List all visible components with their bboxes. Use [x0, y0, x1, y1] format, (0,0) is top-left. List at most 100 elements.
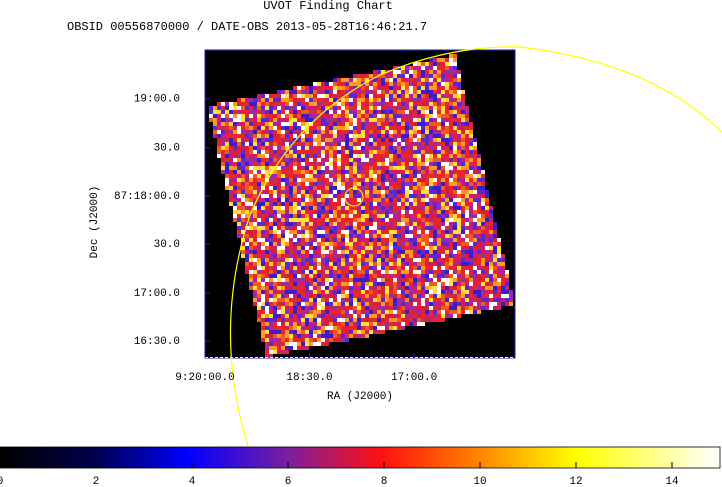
- pixel: [261, 322, 265, 326]
- pixel: [321, 202, 325, 206]
- pixel: [429, 190, 433, 194]
- pixel: [253, 114, 257, 118]
- pixel: [449, 258, 453, 262]
- pixel: [445, 122, 449, 126]
- pixel: [469, 302, 473, 306]
- pixel: [257, 174, 261, 178]
- pixel: [461, 94, 465, 98]
- pixel: [381, 190, 385, 194]
- pixel: [229, 126, 233, 130]
- pixel: [441, 58, 445, 62]
- pixel: [425, 94, 429, 98]
- pixel: [457, 194, 461, 198]
- pixel: [389, 302, 393, 306]
- pixel: [357, 330, 361, 334]
- pixel: [305, 226, 309, 230]
- pixel: [397, 98, 401, 102]
- pixel: [433, 262, 437, 266]
- pixel: [269, 150, 273, 154]
- pixel: [465, 222, 469, 226]
- pixel: [373, 250, 377, 254]
- pixel: [429, 118, 433, 122]
- pixel: [461, 158, 465, 162]
- pixel: [413, 170, 417, 174]
- pixel: [249, 134, 253, 138]
- pixel: [301, 342, 305, 346]
- pixel: [297, 314, 301, 318]
- pixel: [349, 190, 353, 194]
- pixel: [421, 282, 425, 286]
- pixel: [341, 286, 345, 290]
- pixel: [437, 78, 441, 82]
- pixel: [325, 214, 329, 218]
- pixel: [401, 230, 405, 234]
- pixel: [257, 298, 261, 302]
- pixel: [309, 298, 313, 302]
- pixel: [469, 174, 473, 178]
- pixel: [377, 118, 381, 122]
- pixel: [345, 218, 349, 222]
- pixel: [273, 226, 277, 230]
- pixel: [457, 150, 461, 154]
- pixel: [325, 278, 329, 282]
- pixel: [269, 274, 273, 278]
- pixel: [337, 106, 341, 110]
- pixel: [433, 214, 437, 218]
- pixel: [481, 226, 485, 230]
- pixel: [361, 310, 365, 314]
- pixel: [433, 242, 437, 246]
- pixel: [305, 262, 309, 266]
- pixel: [457, 298, 461, 302]
- pixel: [381, 298, 385, 302]
- pixel: [397, 258, 401, 262]
- pixel: [265, 138, 269, 142]
- pixel: [409, 198, 413, 202]
- pixel: [265, 306, 269, 310]
- pixel: [417, 238, 421, 242]
- pixel: [477, 226, 481, 230]
- pixel: [377, 222, 381, 226]
- pixel: [493, 246, 497, 250]
- pixel: [493, 302, 497, 306]
- pixel: [441, 178, 445, 182]
- pixel: [377, 230, 381, 234]
- pixel: [381, 326, 385, 330]
- pixel: [401, 138, 405, 142]
- pixel: [405, 126, 409, 130]
- pixel: [337, 282, 341, 286]
- pixel: [325, 186, 329, 190]
- pixel: [469, 190, 473, 194]
- pixel: [433, 178, 437, 182]
- pixel: [289, 174, 293, 178]
- pixel: [433, 102, 437, 106]
- pixel: [361, 322, 365, 326]
- pixel: [369, 130, 373, 134]
- pixel: [301, 90, 305, 94]
- pixel: [265, 302, 269, 306]
- pixel: [429, 262, 433, 266]
- pixel: [329, 114, 333, 118]
- pixel: [297, 274, 301, 278]
- pixel: [393, 86, 397, 90]
- pixel: [261, 202, 265, 206]
- pixel: [249, 170, 253, 174]
- pixel: [357, 298, 361, 302]
- pixel: [273, 178, 277, 182]
- pixel: [293, 226, 297, 230]
- pixel: [253, 210, 257, 214]
- pixel: [349, 298, 353, 302]
- pixel: [365, 250, 369, 254]
- pixel: [397, 290, 401, 294]
- pixel: [401, 102, 405, 106]
- pixel: [429, 130, 433, 134]
- pixel: [461, 230, 465, 234]
- pixel: [329, 94, 333, 98]
- pixel: [373, 138, 377, 142]
- pixel: [293, 142, 297, 146]
- pixel: [253, 166, 257, 170]
- pixel: [253, 298, 257, 302]
- pixel: [333, 254, 337, 258]
- pixel: [361, 262, 365, 266]
- pixel: [485, 214, 489, 218]
- pixel: [421, 298, 425, 302]
